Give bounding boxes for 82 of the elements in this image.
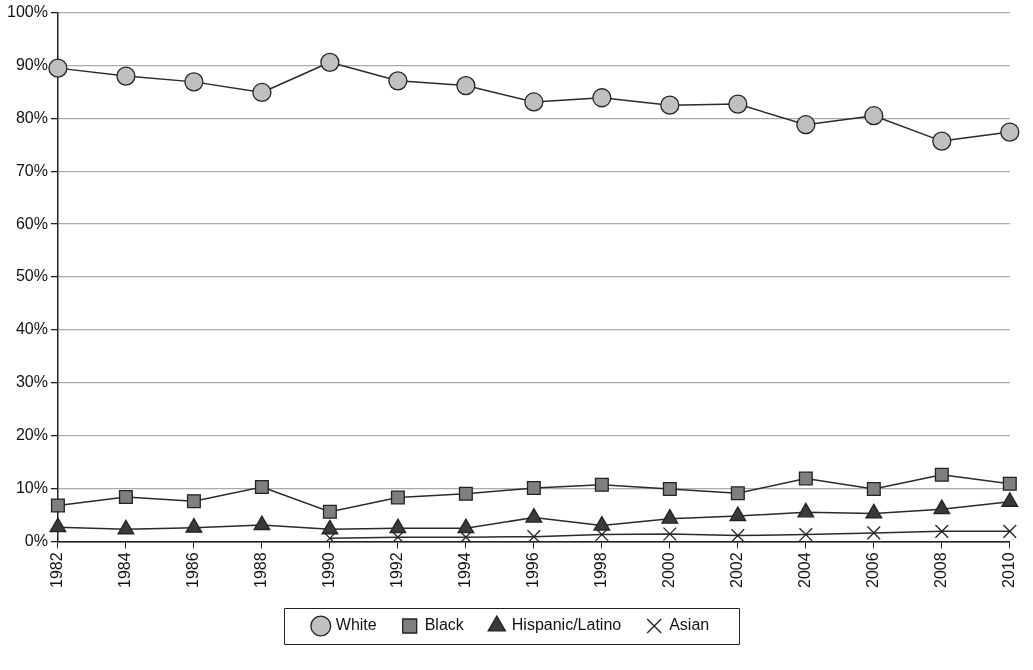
x-tick-label: 1988 bbox=[252, 552, 270, 588]
point bbox=[526, 529, 541, 542]
point bbox=[253, 515, 271, 531]
point bbox=[252, 82, 272, 103]
x-tick-label: 1996 bbox=[524, 552, 542, 588]
x-tick-label: 2008 bbox=[932, 552, 950, 588]
point bbox=[456, 75, 476, 96]
y-tick-label: 100% bbox=[7, 3, 48, 21]
point bbox=[864, 106, 884, 126]
y-tick-label: 70% bbox=[15, 161, 48, 179]
legend-label: Hispanic/Latino bbox=[511, 616, 622, 634]
x-tick-label: 1992 bbox=[388, 552, 406, 588]
point bbox=[389, 518, 407, 534]
point bbox=[50, 498, 65, 513]
x-tick-label: 2010 bbox=[1000, 552, 1018, 588]
x-tick-label: 1984 bbox=[116, 552, 134, 588]
y-tick-label: 20% bbox=[15, 426, 48, 444]
point bbox=[117, 519, 135, 535]
point bbox=[321, 519, 339, 535]
y-tick-label: 30% bbox=[15, 373, 48, 391]
point bbox=[524, 92, 544, 112]
legend-label: Asian bbox=[669, 616, 710, 634]
x-tick-label: 2006 bbox=[864, 552, 882, 588]
point bbox=[662, 482, 677, 497]
point bbox=[457, 518, 475, 534]
x-tick-label: 1990 bbox=[320, 552, 338, 588]
point bbox=[48, 58, 68, 78]
point bbox=[49, 517, 67, 533]
point bbox=[1001, 492, 1019, 507]
point bbox=[254, 479, 269, 494]
point bbox=[661, 509, 679, 524]
point bbox=[934, 467, 949, 482]
point bbox=[118, 489, 133, 504]
y-tick-label: 0% bbox=[24, 531, 48, 549]
point bbox=[865, 503, 883, 519]
point bbox=[797, 502, 815, 518]
point bbox=[320, 52, 340, 72]
point bbox=[322, 504, 337, 519]
legend-label: White bbox=[335, 616, 377, 634]
point bbox=[660, 95, 680, 115]
point bbox=[592, 88, 612, 108]
point bbox=[116, 66, 136, 86]
point bbox=[866, 482, 881, 497]
x-tick-label: 2000 bbox=[660, 552, 678, 588]
point bbox=[184, 72, 204, 92]
point bbox=[1002, 524, 1017, 539]
point bbox=[798, 471, 813, 486]
point bbox=[594, 477, 609, 492]
point bbox=[186, 494, 201, 509]
point bbox=[933, 499, 951, 515]
point bbox=[730, 486, 745, 501]
point bbox=[662, 526, 677, 542]
y-tick-label: 80% bbox=[15, 108, 48, 126]
point bbox=[798, 527, 813, 542]
point bbox=[458, 486, 473, 501]
x-tick-label: 1986 bbox=[184, 552, 202, 588]
point bbox=[390, 490, 405, 505]
y-tick-label: 40% bbox=[15, 320, 48, 338]
point bbox=[796, 115, 816, 135]
y-tick-label: 50% bbox=[15, 267, 48, 285]
x-tick-label: 2004 bbox=[796, 552, 814, 588]
point bbox=[526, 480, 541, 496]
point bbox=[934, 524, 949, 539]
point bbox=[525, 507, 543, 523]
x-tick-label: 2002 bbox=[728, 552, 746, 588]
y-tick-label: 60% bbox=[15, 214, 48, 232]
point bbox=[730, 528, 745, 542]
x-tick-label: 1994 bbox=[456, 552, 474, 588]
point bbox=[866, 525, 881, 540]
point bbox=[729, 506, 747, 522]
x-tick-label: 1998 bbox=[592, 552, 610, 588]
point bbox=[728, 94, 748, 114]
y-tick-label: 90% bbox=[15, 55, 48, 73]
point bbox=[1000, 122, 1020, 142]
point bbox=[1002, 476, 1017, 491]
point bbox=[185, 518, 203, 533]
x-tick-label: 1982 bbox=[48, 552, 66, 588]
point bbox=[593, 515, 611, 531]
point bbox=[388, 71, 408, 91]
y-tick-label: 10% bbox=[15, 478, 48, 496]
point bbox=[932, 131, 952, 151]
legend-label: Black bbox=[424, 616, 465, 634]
